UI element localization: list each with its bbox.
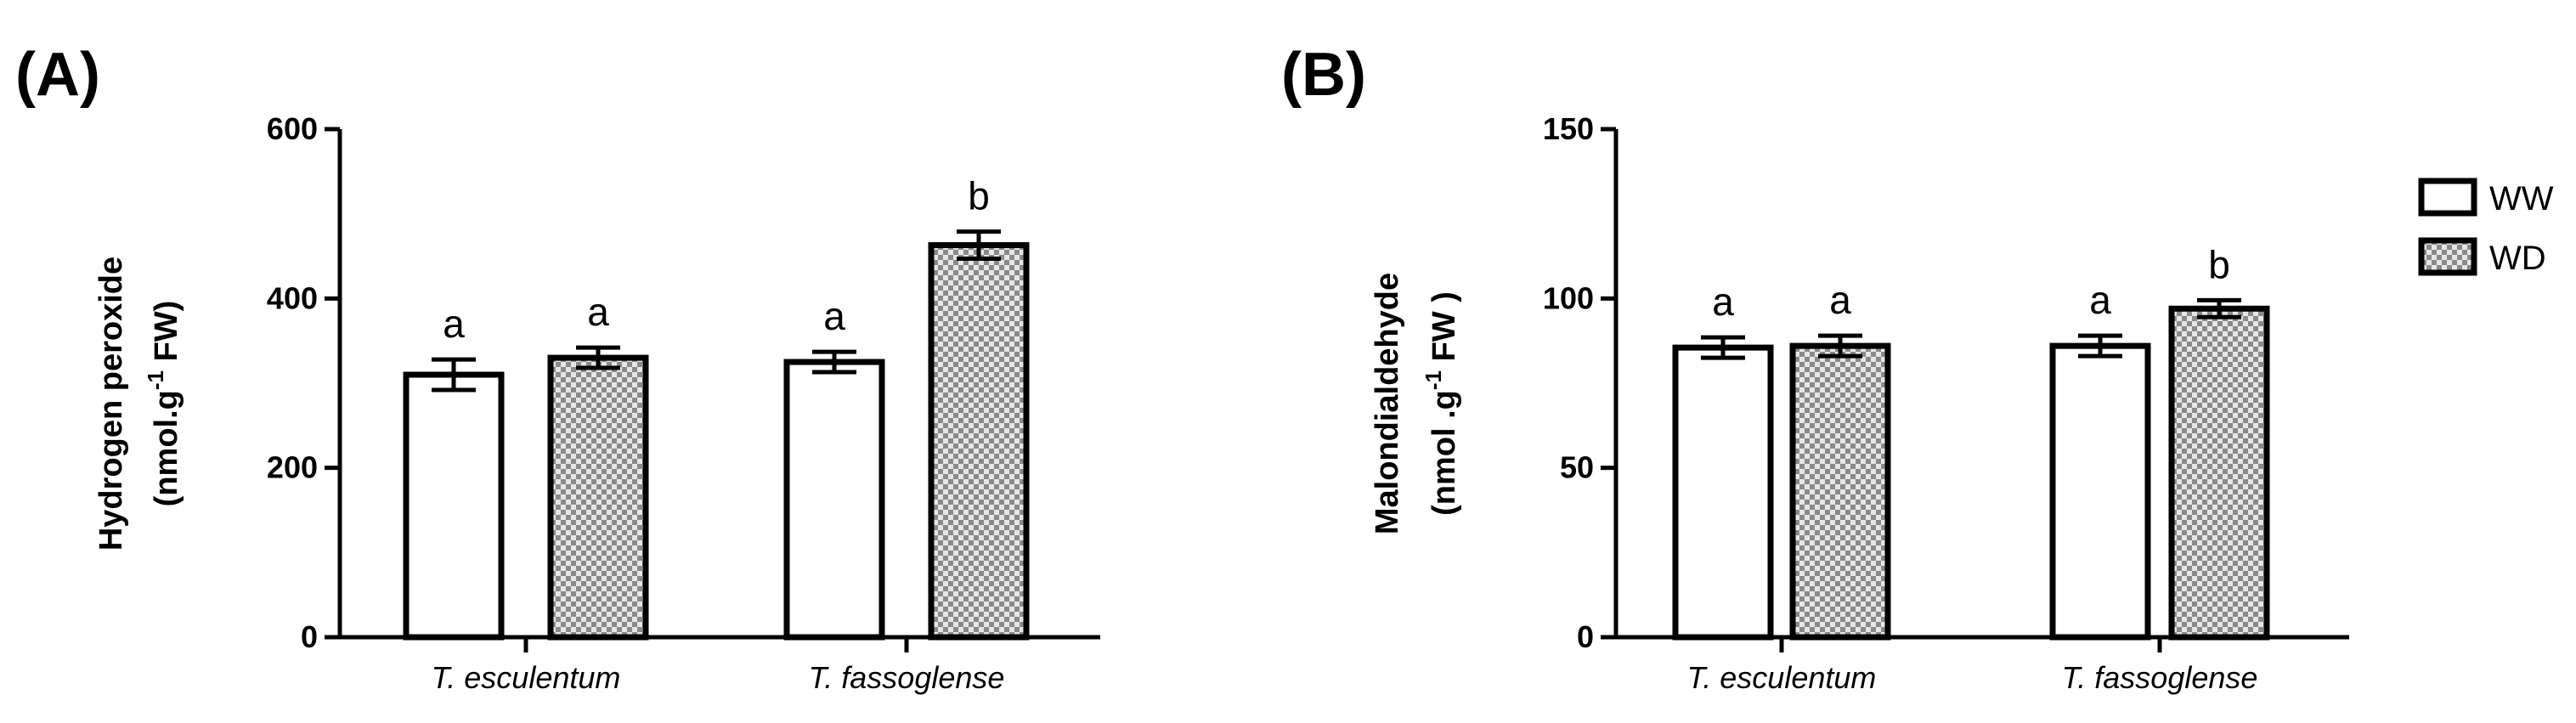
panel-b-significance-letter: a	[2089, 278, 2111, 322]
panel-a-bar-wd-0	[547, 354, 649, 641]
panel-b-ylabel-line1: Malondialdehyde	[1370, 273, 1405, 534]
panel-a-bar-wd-1	[928, 242, 1030, 641]
panel-b-y-tick-label: 0	[1577, 619, 1594, 654]
panel-b-bar-ww-1	[2049, 342, 2151, 641]
panel-b-y-tick-label: 150	[1543, 111, 1594, 146]
panel-a-ylabel-line1: Hydrogen peroxide	[93, 257, 129, 551]
panel-a-category-label: T. fassoglense	[809, 660, 1005, 695]
panel-a-ylabel-unit-sup: -1	[143, 370, 168, 390]
panel-a-category-label: T. esculentum	[432, 660, 621, 695]
legend-label-ww: WW	[2489, 180, 2554, 217]
panel-b-category-label: T. fassoglense	[2062, 660, 2258, 695]
panel-a-ylabel-unit-suffix: FW)	[149, 301, 184, 370]
panel-a-y-tick-label: 0	[301, 619, 318, 654]
panel-b-ylabel-line2: (nmol .g-1 FW )	[1421, 291, 1462, 516]
panel-a-ylabel-line2: (nmol.g-1 FW)	[143, 301, 184, 507]
panel-b-significance-letter: b	[2208, 242, 2230, 286]
panel-a-significance-letter: a	[823, 294, 845, 338]
panel-b-y-tick-label: 100	[1543, 280, 1594, 315]
panel-a-significance-letter: a	[443, 302, 465, 346]
panel-a-y-tick-label: 200	[267, 450, 318, 485]
panel-b-ylabel-unit-suffix: FW )	[1426, 291, 1462, 370]
panel-a-plot-area: 0 200 400 600 a a T. esculentum a b T. fassoglens…	[267, 111, 1100, 695]
panel-a: (A) Hydrogen peroxide (nmol.g-1 FW) 0 200…	[15, 41, 1100, 695]
panel-a-significance-letter: b	[968, 174, 990, 218]
legend-label-wd: WD	[2489, 240, 2546, 277]
legend: WW WD	[2418, 178, 2554, 277]
panel-a-bar-ww-0	[403, 371, 505, 641]
panel-b-significance-letter: a	[1712, 280, 1734, 324]
panel-b: (B) Malondialdehyde (nmol .g-1 FW ) 0 50 1…	[1281, 41, 2349, 695]
panel-a-significance-letter: a	[587, 290, 609, 334]
panel-b-label: (B)	[1281, 41, 1366, 109]
panel-b-bar-ww-0	[1672, 344, 1774, 641]
panel-b-bar-wd-0	[1789, 342, 1891, 641]
panel-b-category-label: T. esculentum	[1687, 660, 1877, 695]
panel-a-ylabel-unit-prefix: (nmol.g	[149, 390, 184, 506]
panel-b-y-tick-label: 50	[1560, 450, 1594, 485]
panel-a-y-tick-label: 400	[267, 280, 318, 315]
panel-b-ylabel-unit-sup: -1	[1421, 370, 1446, 390]
panel-a-y-tick-label: 600	[267, 111, 318, 146]
panel-a-label: (A)	[15, 41, 100, 109]
panel-b-ylabel-unit-prefix: (nmol .g	[1426, 390, 1462, 516]
panel-b-plot-area: 0 50 100 150 a a T. esculentum a b T. fassoglense	[1543, 111, 2349, 695]
panel-b-significance-letter: a	[1829, 278, 1851, 322]
legend-swatch-ww	[2418, 178, 2477, 217]
legend-swatch-wd	[2418, 237, 2477, 276]
panel-a-bar-ww-1	[783, 359, 885, 641]
panel-b-bar-wd-1	[2168, 305, 2270, 641]
